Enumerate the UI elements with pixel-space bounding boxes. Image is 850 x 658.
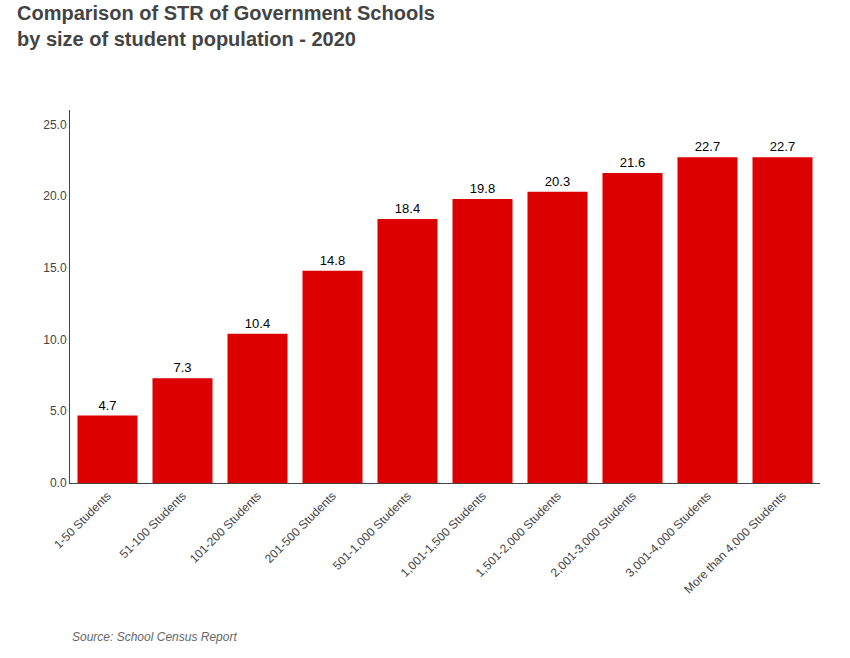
svg-text:3,001-4,000 Students: 3,001-4,000 Students: [623, 489, 714, 580]
svg-text:18.4: 18.4: [395, 201, 420, 216]
svg-text:501-1,000 Students: 501-1,000 Students: [330, 489, 414, 573]
svg-text:21.6: 21.6: [620, 155, 645, 170]
svg-text:22.7: 22.7: [770, 139, 795, 154]
svg-text:25.0: 25.0: [43, 118, 67, 132]
svg-text:22.7: 22.7: [695, 139, 720, 154]
svg-text:10.4: 10.4: [245, 316, 270, 331]
svg-text:More than 4,000 Students: More than 4,000 Students: [681, 489, 789, 597]
svg-text:1,501-2,000 Students: 1,501-2,000 Students: [473, 489, 564, 580]
svg-text:1,001-1,500 Students: 1,001-1,500 Students: [398, 489, 489, 580]
svg-text:0.0: 0.0: [50, 476, 67, 490]
svg-text:201-500 Students: 201-500 Students: [262, 489, 339, 566]
svg-text:20.3: 20.3: [545, 174, 570, 189]
svg-text:7.3: 7.3: [173, 360, 191, 375]
svg-text:Comparison of STR of Governmen: Comparison of STR of Government Schoolsb…: [17, 2, 435, 50]
svg-text:20.0: 20.0: [43, 189, 67, 203]
svg-text:Source: School Census Report: Source: School Census Report: [72, 630, 237, 644]
svg-text:14.8: 14.8: [320, 253, 345, 268]
svg-text:10.0: 10.0: [43, 333, 67, 347]
svg-text:15.0: 15.0: [43, 261, 67, 275]
svg-text:5.0: 5.0: [50, 404, 67, 418]
svg-text:101-200 Students: 101-200 Students: [187, 489, 264, 566]
svg-text:2,001-3,000 Students: 2,001-3,000 Students: [548, 489, 639, 580]
svg-text:4.7: 4.7: [98, 398, 116, 413]
svg-text:1-50 Students: 1-50 Students: [51, 489, 114, 552]
svg-text:19.8: 19.8: [470, 181, 495, 196]
svg-text:51-100 Students: 51-100 Students: [117, 489, 189, 561]
